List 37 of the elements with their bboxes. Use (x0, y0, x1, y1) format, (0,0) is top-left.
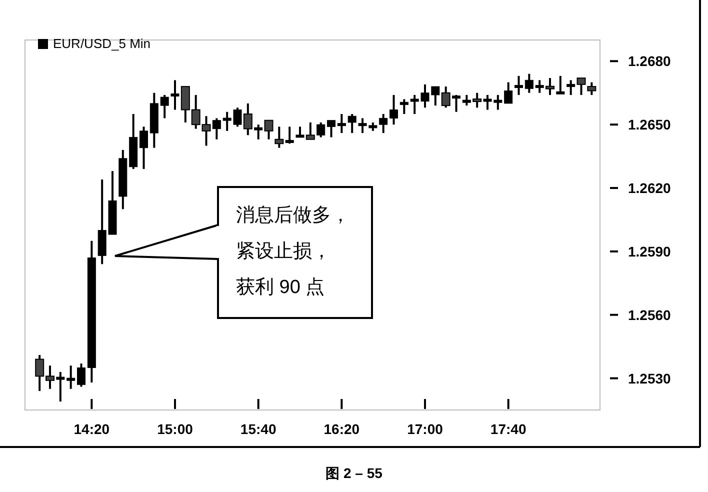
caption: 图 2 – 55 (326, 465, 383, 481)
candlestick (140, 126, 148, 170)
candlestick (327, 119, 336, 138)
x-tick-label: 14:20 (74, 421, 110, 437)
candlestick (514, 74, 523, 96)
candlestick (556, 74, 565, 94)
annotation: 消息后做多， (236, 205, 350, 226)
y-tick-label: 1.2680 (628, 53, 672, 70)
y-tick-label: 1.2650 (628, 116, 672, 133)
candlestick (66, 364, 76, 390)
candlestick (524, 72, 534, 94)
candlestick (390, 94, 398, 126)
candlestick (400, 98, 408, 115)
candlestick (348, 113, 356, 134)
candlestick (587, 81, 596, 96)
annotation: 紧设止损， (236, 241, 331, 262)
candlestick (379, 113, 388, 134)
candlestick (566, 79, 576, 96)
candlestick (576, 77, 586, 96)
candlestick (160, 94, 169, 120)
candlestick (337, 113, 346, 134)
candlestick (264, 119, 274, 140)
candlestick (77, 362, 86, 388)
annotation: 获利 90 点 (236, 277, 325, 298)
x-tick-label: 15:40 (240, 421, 276, 437)
y-tick-label: 1.2620 (628, 180, 672, 196)
x-tick-label: 15:00 (157, 421, 194, 437)
legend-label: EUR/USD_5 Min (53, 36, 151, 51)
x-tick-label: 17:00 (407, 421, 444, 437)
y-tick-label: 1.2530 (628, 370, 672, 386)
y-tick-label: 1.2560 (628, 306, 672, 323)
candlestick (274, 126, 284, 149)
candlestick (504, 81, 513, 104)
candlestick (285, 126, 294, 145)
x-tick-label: 16:20 (324, 421, 360, 437)
y-tick-label: 1.2590 (628, 243, 672, 260)
x-tick-label: 17:40 (490, 421, 526, 437)
